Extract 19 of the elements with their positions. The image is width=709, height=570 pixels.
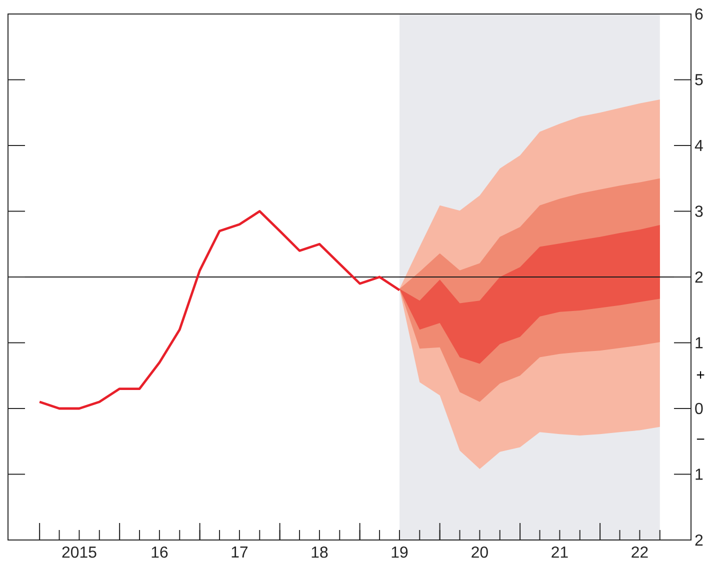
text: + xyxy=(696,371,704,379)
y-tick-label: 5 xyxy=(695,74,703,86)
y-tick-label: 2 xyxy=(695,534,703,546)
x-tick-label: 22 xyxy=(632,546,648,558)
x-tick-label: 19 xyxy=(392,546,408,558)
y-tick-label: 1 xyxy=(696,337,703,348)
x-tick-label: 16 xyxy=(152,546,168,558)
x-tick-label: 21 xyxy=(552,546,568,558)
y-tick-label: 6 xyxy=(695,8,703,20)
x-tick-label: 17 xyxy=(232,546,248,558)
x-tick-label: 18 xyxy=(312,546,328,558)
x-tick-label: 2015 xyxy=(62,546,96,558)
y-tick-label: 1 xyxy=(696,468,703,480)
y-tick-label: 3 xyxy=(695,206,703,217)
y-tick-label: 0 xyxy=(695,402,703,414)
y-tick-label: 4 xyxy=(694,140,703,151)
y-tick-label: 2 xyxy=(695,271,703,283)
text: − xyxy=(696,438,704,440)
x-tick-label: 20 xyxy=(472,546,488,558)
